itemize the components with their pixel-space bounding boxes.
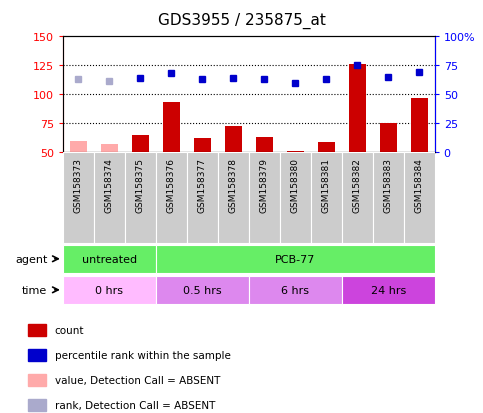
Text: percentile rank within the sample: percentile rank within the sample xyxy=(55,350,230,360)
Text: untreated: untreated xyxy=(82,254,137,264)
Bar xyxy=(63,153,94,244)
Bar xyxy=(156,245,435,273)
Text: GDS3955 / 235875_at: GDS3955 / 235875_at xyxy=(157,12,326,28)
Bar xyxy=(70,141,87,153)
Text: PCB-77: PCB-77 xyxy=(275,254,315,264)
Bar xyxy=(156,276,249,304)
Bar xyxy=(94,153,125,244)
Bar xyxy=(349,65,366,153)
Text: GSM158380: GSM158380 xyxy=(291,157,300,212)
Bar xyxy=(28,349,46,361)
Bar xyxy=(101,145,118,153)
Text: agent: agent xyxy=(15,254,47,264)
Bar xyxy=(125,153,156,244)
Text: 6 hrs: 6 hrs xyxy=(281,285,309,295)
Bar xyxy=(225,126,242,153)
Bar xyxy=(380,124,397,153)
Bar xyxy=(318,142,335,153)
Bar xyxy=(342,276,435,304)
Bar xyxy=(63,245,156,273)
Bar xyxy=(194,139,211,153)
Bar xyxy=(187,153,218,244)
Text: GSM158384: GSM158384 xyxy=(415,157,424,212)
Text: GSM158375: GSM158375 xyxy=(136,157,145,212)
Text: count: count xyxy=(55,325,84,335)
Text: GSM158373: GSM158373 xyxy=(74,157,83,212)
Bar xyxy=(28,324,46,336)
Bar xyxy=(163,103,180,153)
Text: GSM158377: GSM158377 xyxy=(198,157,207,212)
Bar xyxy=(249,276,342,304)
Bar xyxy=(63,276,156,304)
Text: GSM158383: GSM158383 xyxy=(384,157,393,212)
Bar xyxy=(256,138,273,153)
Text: GSM158374: GSM158374 xyxy=(105,157,114,212)
Bar xyxy=(28,374,46,386)
Text: GSM158381: GSM158381 xyxy=(322,157,331,212)
Text: GSM158376: GSM158376 xyxy=(167,157,176,212)
Text: 24 hrs: 24 hrs xyxy=(370,285,406,295)
Bar xyxy=(342,153,373,244)
Bar xyxy=(311,153,342,244)
Text: time: time xyxy=(22,285,47,295)
Text: 0 hrs: 0 hrs xyxy=(95,285,123,295)
Bar xyxy=(156,153,187,244)
Text: GSM158379: GSM158379 xyxy=(260,157,269,212)
Text: GSM158382: GSM158382 xyxy=(353,157,362,212)
Bar xyxy=(28,399,46,411)
Bar xyxy=(287,152,304,153)
Bar xyxy=(411,98,428,153)
Text: rank, Detection Call = ABSENT: rank, Detection Call = ABSENT xyxy=(55,400,215,410)
Bar xyxy=(249,153,280,244)
Bar xyxy=(280,153,311,244)
Bar xyxy=(404,153,435,244)
Text: GSM158378: GSM158378 xyxy=(229,157,238,212)
Text: value, Detection Call = ABSENT: value, Detection Call = ABSENT xyxy=(55,375,220,385)
Bar xyxy=(373,153,404,244)
Bar xyxy=(218,153,249,244)
Text: 0.5 hrs: 0.5 hrs xyxy=(183,285,222,295)
Bar xyxy=(132,135,149,153)
